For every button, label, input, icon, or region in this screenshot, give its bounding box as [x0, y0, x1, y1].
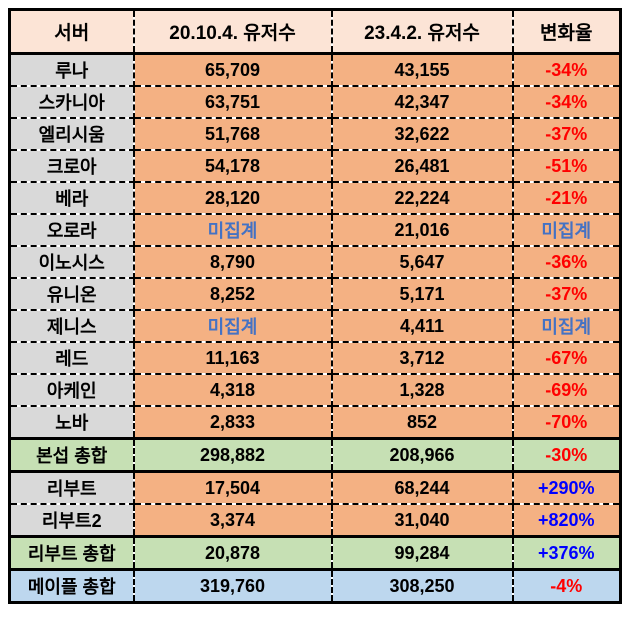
change-rate: -21%: [511, 181, 622, 215]
server-name: 이노시스: [8, 245, 135, 279]
users-2020-not-counted: 미집계: [132, 309, 333, 343]
server-name: 레드: [8, 341, 135, 375]
server-name: 크로아: [8, 149, 135, 183]
change-rate: -30%: [511, 437, 622, 473]
users-2020-not-counted: 미집계: [132, 213, 333, 247]
server-name: 아케인: [8, 373, 135, 407]
users-2020: 8,790: [132, 245, 333, 279]
table-row-union: 유니온 8,252 5,171 -37%: [8, 277, 622, 311]
change-rate: -4%: [511, 568, 622, 604]
server-name: 오로라: [8, 213, 135, 247]
table-header: 서버 20.10.4. 유저수 23.4.2. 유저수 변화율: [8, 8, 622, 55]
users-2023: 42,347: [330, 85, 514, 119]
change-rate: +820%: [511, 503, 622, 538]
server-user-table: 서버 20.10.4. 유저수 23.4.2. 유저수 변화율 루나 65,70…: [8, 8, 622, 604]
users-2020: 8,252: [132, 277, 333, 311]
change-rate: -36%: [511, 245, 622, 279]
users-2020: 28,120: [132, 181, 333, 215]
users-2023: 26,481: [330, 149, 514, 183]
table-row-aurora: 오로라 미집계 21,016 미집계: [8, 213, 622, 247]
table-row-maple-grand-total: 메이플 총합 319,760 308,250 -4%: [8, 568, 622, 604]
table-row-elysium: 엘리시움 51,768 32,622 -37%: [8, 117, 622, 151]
change-rate: -37%: [511, 117, 622, 151]
users-2020: 17,504: [132, 470, 333, 505]
users-2023: 852: [330, 405, 514, 440]
server-name: 베라: [8, 181, 135, 215]
total-label: 본섭 총합: [8, 437, 135, 473]
table-row-luna: 루나 65,709 43,155 -34%: [8, 52, 622, 87]
users-2020: 3,374: [132, 503, 333, 538]
users-2020: 2,833: [132, 405, 333, 440]
total-label: 메이플 총합: [8, 568, 135, 604]
users-2023: 32,622: [330, 117, 514, 151]
users-2020: 298,882: [132, 437, 333, 473]
total-label: 리부트 총합: [8, 535, 135, 571]
table-row-reboot: 리부트 17,504 68,244 +290%: [8, 470, 622, 505]
change-rate: +290%: [511, 470, 622, 505]
header-row: 서버 20.10.4. 유저수 23.4.2. 유저수 변화율: [8, 8, 622, 55]
header-change: 변화율: [511, 8, 622, 55]
server-name: 유니온: [8, 277, 135, 311]
users-2023: 43,155: [330, 52, 514, 87]
users-2023: 22,224: [330, 181, 514, 215]
change-rate: +376%: [511, 535, 622, 571]
server-name: 엘리시움: [8, 117, 135, 151]
change-rate-not-counted: 미집계: [511, 309, 622, 343]
server-name: 노바: [8, 405, 135, 440]
users-2023: 68,244: [330, 470, 514, 505]
server-user-table-container: 서버 20.10.4. 유저수 23.4.2. 유저수 변화율 루나 65,70…: [8, 8, 622, 604]
table-row-main-servers-total: 본섭 총합 298,882 208,966 -30%: [8, 437, 622, 473]
users-2020: 63,751: [132, 85, 333, 119]
users-2020: 4,318: [132, 373, 333, 407]
users-2020: 319,760: [132, 568, 333, 604]
table-row-scania: 스카니아 63,751 42,347 -34%: [8, 85, 622, 119]
server-name: 리부트: [8, 470, 135, 505]
change-rate: -67%: [511, 341, 622, 375]
users-2020: 11,163: [132, 341, 333, 375]
table-row-arcane: 아케인 4,318 1,328 -69%: [8, 373, 622, 407]
users-2020: 54,178: [132, 149, 333, 183]
header-users-2020: 20.10.4. 유저수: [132, 8, 333, 55]
header-server: 서버: [8, 8, 135, 55]
users-2023: 3,712: [330, 341, 514, 375]
change-rate: -51%: [511, 149, 622, 183]
users-2023: 99,284: [330, 535, 514, 571]
users-2023: 31,040: [330, 503, 514, 538]
users-2020: 20,878: [132, 535, 333, 571]
server-name: 루나: [8, 52, 135, 87]
header-users-2023: 23.4.2. 유저수: [330, 8, 514, 55]
users-2023: 5,171: [330, 277, 514, 311]
change-rate: -37%: [511, 277, 622, 311]
users-2023: 21,016: [330, 213, 514, 247]
users-2023: 208,966: [330, 437, 514, 473]
server-name: 제니스: [8, 309, 135, 343]
server-name: 스카니아: [8, 85, 135, 119]
table-row-zenith: 제니스 미집계 4,411 미집계: [8, 309, 622, 343]
change-rate: -34%: [511, 52, 622, 87]
users-2023: 5,647: [330, 245, 514, 279]
table-row-reboot2: 리부트2 3,374 31,040 +820%: [8, 503, 622, 538]
table-row-bera: 베라 28,120 22,224 -21%: [8, 181, 622, 215]
change-rate: -34%: [511, 85, 622, 119]
table-row-nova: 노바 2,833 852 -70%: [8, 405, 622, 440]
users-2020: 65,709: [132, 52, 333, 87]
table-row-red: 레드 11,163 3,712 -67%: [8, 341, 622, 375]
users-2023: 308,250: [330, 568, 514, 604]
users-2020: 51,768: [132, 117, 333, 151]
change-rate-not-counted: 미집계: [511, 213, 622, 247]
change-rate: -70%: [511, 405, 622, 440]
change-rate: -69%: [511, 373, 622, 407]
server-name: 리부트2: [8, 503, 135, 538]
table-row-inosys: 이노시스 8,790 5,647 -36%: [8, 245, 622, 279]
table-row-reboot-total: 리부트 총합 20,878 99,284 +376%: [8, 535, 622, 571]
users-2023: 1,328: [330, 373, 514, 407]
users-2023: 4,411: [330, 309, 514, 343]
table-row-croa: 크로아 54,178 26,481 -51%: [8, 149, 622, 183]
